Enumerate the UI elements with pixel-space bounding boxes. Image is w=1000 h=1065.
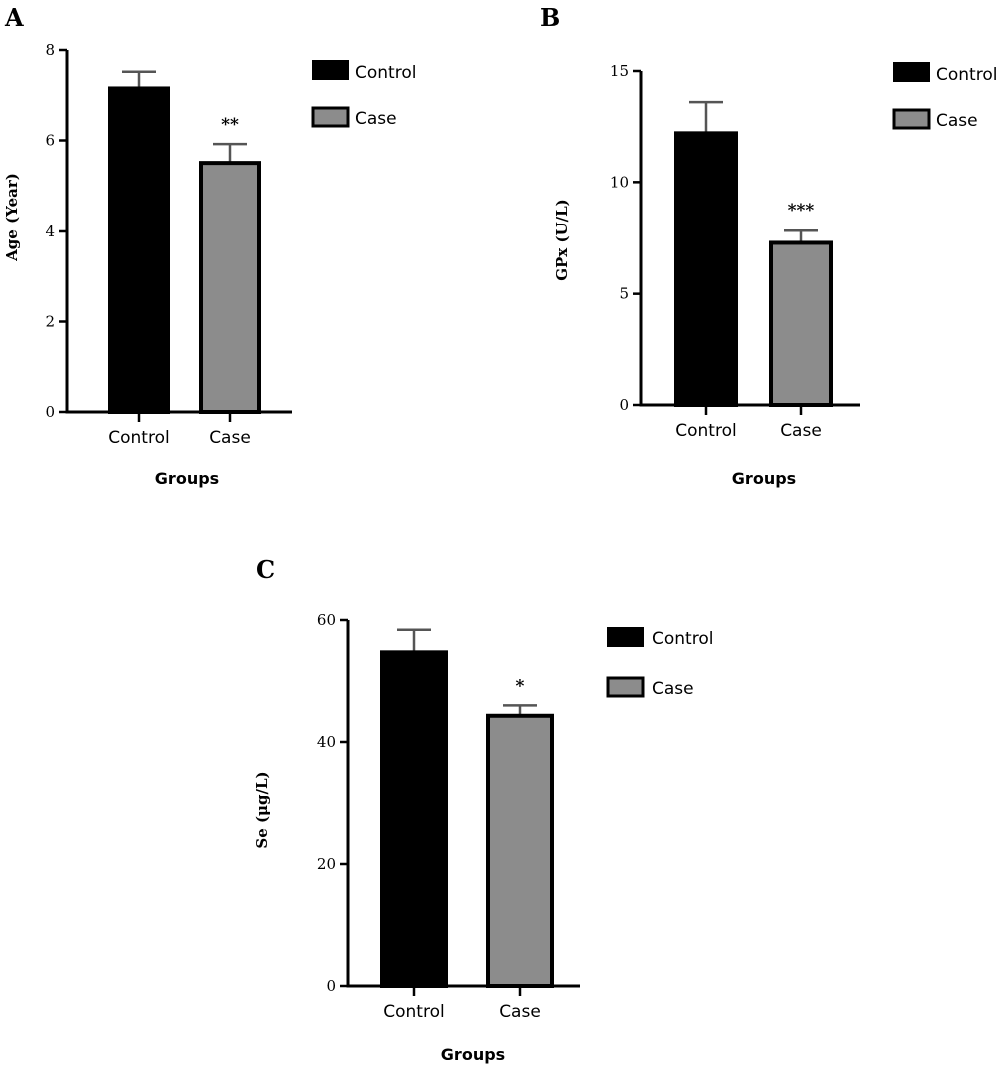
y-tick-label: 15 bbox=[610, 62, 629, 80]
legend: Control Case bbox=[892, 62, 997, 131]
panel-letter: B bbox=[540, 3, 560, 32]
y-axis-label: GPx (U/L) bbox=[553, 199, 571, 281]
y-tick-label: 0 bbox=[619, 396, 629, 414]
x-tick-label: Case bbox=[209, 428, 251, 448]
legend-label-case: Case bbox=[355, 109, 397, 129]
x-tick-label: Case bbox=[499, 1002, 541, 1022]
legend-swatch-control bbox=[312, 60, 349, 80]
y-tick-label: 0 bbox=[326, 977, 336, 995]
significance-marker: *** bbox=[788, 201, 815, 221]
y-tick-label: 20 bbox=[317, 855, 336, 873]
x-axis-label: Groups bbox=[732, 469, 796, 488]
bars: Control Case *** bbox=[674, 100, 833, 441]
y-tick-label: 2 bbox=[45, 313, 55, 331]
y-tick-label: 10 bbox=[610, 173, 629, 191]
legend-swatch-case bbox=[311, 106, 350, 128]
bar-case bbox=[199, 161, 261, 414]
legend-label-case: Case bbox=[652, 679, 694, 699]
y-tick-label: 60 bbox=[317, 611, 336, 629]
significance-marker: * bbox=[516, 676, 525, 696]
x-axis-label: Groups bbox=[441, 1045, 505, 1064]
bars: Control Case ** bbox=[108, 70, 261, 448]
y-tick-label: 8 bbox=[45, 41, 55, 59]
legend-label-control: Control bbox=[936, 65, 997, 85]
legend-swatch-case bbox=[892, 108, 931, 130]
bar-case bbox=[769, 240, 833, 407]
legend: Control Case bbox=[311, 60, 416, 129]
legend-label-control: Control bbox=[355, 63, 416, 83]
y-axis-label: Age (Year) bbox=[3, 173, 21, 262]
y-tick-label: 5 bbox=[619, 285, 629, 303]
legend-label-case: Case bbox=[936, 111, 978, 131]
x-axis-label: Groups bbox=[155, 469, 219, 488]
y-tick-label: 40 bbox=[317, 733, 336, 751]
panel-b: B 0 5 10 15 Control Case *** GPx (U/L) Groups… bbox=[540, 3, 997, 488]
significance-marker: ** bbox=[221, 115, 239, 135]
y-tick-label: 6 bbox=[45, 132, 55, 150]
legend: Control Case bbox=[606, 627, 713, 699]
x-tick-label: Control bbox=[675, 421, 736, 441]
legend-swatch-control bbox=[893, 62, 930, 82]
y-tick-label: 4 bbox=[45, 222, 55, 240]
bar-control bbox=[380, 650, 448, 989]
y-tick-label: 0 bbox=[45, 403, 55, 421]
bars: Control Case * bbox=[380, 628, 554, 1022]
x-tick-label: Case bbox=[780, 421, 822, 441]
bar-control bbox=[674, 131, 738, 407]
y-axis-label: Se (μg/L) bbox=[253, 771, 271, 848]
bar-case bbox=[486, 713, 554, 989]
bar-control bbox=[108, 86, 170, 415]
x-tick-label: Control bbox=[108, 428, 169, 448]
panel-letter: A bbox=[4, 3, 24, 32]
legend-swatch-control bbox=[607, 627, 644, 647]
x-tick-label: Control bbox=[383, 1002, 444, 1022]
panel-letter: C bbox=[256, 555, 275, 584]
legend-swatch-case bbox=[606, 676, 645, 698]
legend-label-control: Control bbox=[652, 629, 713, 649]
